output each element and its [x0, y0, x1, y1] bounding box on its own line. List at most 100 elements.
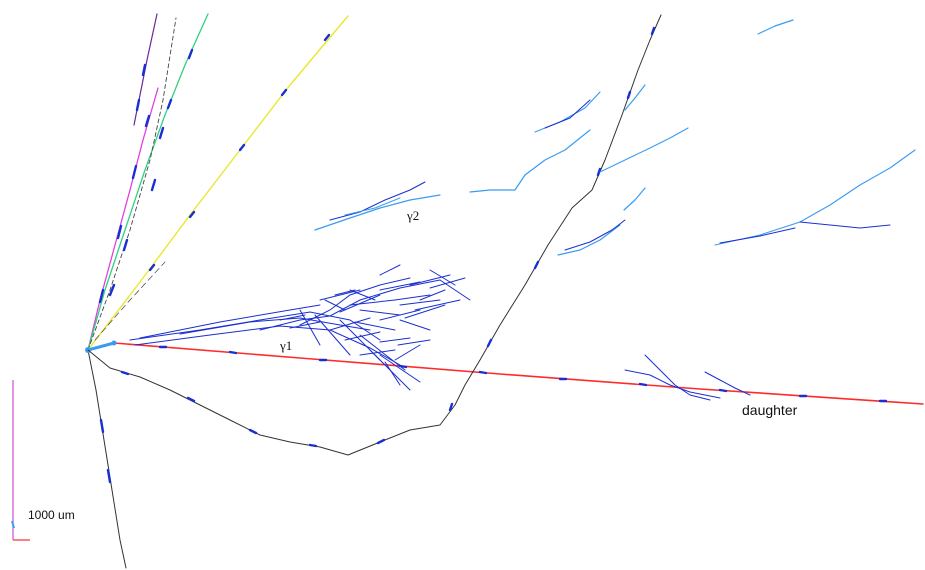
- shower-track: [469, 129, 591, 193]
- shower-track: [384, 361, 401, 386]
- bead: [376, 438, 386, 445]
- bead: [280, 88, 288, 97]
- shower-track: [544, 99, 591, 129]
- bead: [238, 143, 246, 152]
- shower-track: [379, 264, 401, 276]
- bead: [718, 388, 728, 393]
- shower-track: [179, 317, 371, 335]
- bead: [308, 443, 318, 448]
- gamma2-shower: [314, 19, 916, 401]
- scale-bar-marker: [11, 520, 15, 529]
- shower-track: [359, 349, 396, 356]
- shower-track: [354, 321, 396, 331]
- daughter-track: [85, 340, 924, 405]
- bead: [626, 90, 632, 100]
- track-red: [113, 342, 924, 405]
- bead: [478, 370, 488, 375]
- shower-track: [379, 309, 421, 321]
- shower-track: [344, 331, 381, 341]
- shower-track: [379, 337, 411, 343]
- bead: [116, 224, 123, 240]
- shower-track: [329, 317, 371, 331]
- label-gamma1: γ1: [279, 338, 292, 353]
- bead: [650, 26, 656, 36]
- shower-track: [379, 281, 421, 291]
- shower-track: [714, 149, 916, 246]
- bead: [144, 114, 151, 128]
- track-black-dashed-yellow: [94, 261, 166, 341]
- vertex-segment: [87, 341, 115, 352]
- prong-tracks: [87, 13, 349, 569]
- bead: [323, 33, 331, 42]
- shower-track: [704, 371, 751, 396]
- shower-track: [349, 299, 396, 306]
- gamma1-shower: [129, 264, 471, 391]
- shower-track: [644, 354, 711, 401]
- shower-track: [429, 269, 456, 286]
- shower-track: [314, 314, 351, 356]
- bead: [228, 350, 238, 355]
- shower-track: [429, 277, 466, 289]
- bead: [141, 63, 147, 77]
- shower-track: [324, 299, 346, 311]
- bead: [99, 418, 105, 434]
- bead: [187, 48, 194, 60]
- shower-track: [359, 309, 401, 316]
- shower-track: [534, 91, 601, 133]
- bead: [486, 338, 493, 348]
- shower-track: [757, 19, 794, 35]
- shower-track: [139, 304, 321, 339]
- shower-track: [329, 181, 426, 221]
- shower-track: [134, 325, 401, 366]
- bead: [248, 428, 258, 435]
- shower-track: [399, 319, 431, 331]
- prong-beads: [98, 33, 331, 484]
- scale-bar-label: 1000 um: [28, 508, 75, 522]
- bead: [596, 167, 602, 177]
- shower-track: [344, 197, 401, 216]
- shower-track: [397, 339, 431, 346]
- track-green: [87, 13, 209, 351]
- bead: [108, 283, 116, 297]
- bead: [106, 468, 112, 484]
- bead: [448, 402, 454, 412]
- shower-track: [409, 274, 451, 286]
- shower-track: [404, 304, 446, 319]
- track-black-loop: [87, 14, 662, 456]
- bead: [166, 98, 173, 110]
- bead: [122, 238, 129, 252]
- shower-track: [624, 369, 721, 399]
- shower-track: [129, 311, 381, 341]
- bead: [135, 98, 141, 112]
- shower-track: [719, 227, 796, 244]
- shower-track: [419, 289, 446, 301]
- shower-track: [624, 84, 646, 111]
- bead: [131, 164, 138, 180]
- bead: [533, 260, 540, 270]
- shower-track: [564, 219, 626, 251]
- curved-track: [87, 14, 662, 456]
- bead: [638, 382, 648, 387]
- shower-track: [259, 279, 441, 331]
- label-daughter: daughter: [742, 402, 798, 418]
- shower-track: [359, 334, 406, 371]
- label-gamma2: γ2: [406, 208, 419, 223]
- bead: [398, 364, 408, 369]
- track-black-dashed-upper: [87, 17, 177, 351]
- secondary-vertex: [111, 340, 117, 346]
- shower-track: [379, 354, 421, 383]
- shower-track: [394, 344, 421, 361]
- bead: [188, 210, 196, 219]
- track-yellow: [87, 15, 349, 351]
- shower-track: [557, 224, 621, 256]
- track-magenta: [87, 87, 159, 351]
- shower-track: [314, 194, 441, 231]
- shower-track: [399, 299, 441, 306]
- shower-track: [394, 294, 431, 301]
- bead: [186, 396, 196, 403]
- shower-track: [289, 321, 321, 329]
- bead: [150, 178, 157, 192]
- shower-track: [349, 289, 376, 301]
- shower-track: [414, 299, 461, 311]
